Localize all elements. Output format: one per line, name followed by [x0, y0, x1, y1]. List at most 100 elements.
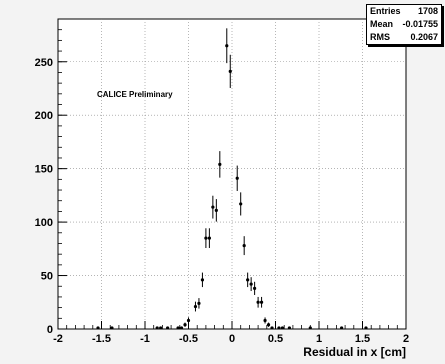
point-marker [242, 244, 246, 248]
grid [58, 19, 406, 329]
data-point [270, 326, 274, 330]
x-tick-label: 1.5 [355, 333, 370, 345]
data-point [287, 326, 292, 330]
data-point [225, 28, 229, 64]
x-tick-label: -1.5 [92, 333, 111, 345]
point-marker [159, 326, 163, 330]
point-marker [218, 162, 222, 166]
data-point [249, 277, 253, 292]
point-marker [211, 205, 215, 209]
point-marker [204, 236, 208, 240]
data-point [214, 199, 218, 222]
stats-row-mean: Mean -0.01755 [367, 18, 441, 31]
tick-labels: -2 -1.5 -1 -0.5 0 0.5 1 1.5 2 0 50 100 150 200 250 [35, 57, 409, 345]
point-marker [214, 208, 218, 212]
data-point [204, 228, 208, 248]
point-marker [183, 323, 187, 327]
stats-label: Entries [370, 6, 401, 16]
data-point [186, 317, 191, 324]
point-marker [256, 300, 260, 304]
point-marker [266, 323, 271, 327]
data-point [159, 326, 163, 330]
data-point [96, 326, 100, 330]
data-point [166, 326, 170, 330]
y-tick-label: 50 [41, 271, 53, 283]
point-marker [259, 300, 264, 304]
point-marker [364, 326, 368, 330]
point-marker [280, 326, 285, 330]
point-marker [186, 318, 191, 323]
data-point [246, 272, 250, 288]
x-tick-label: -1 [140, 333, 150, 345]
point-marker [225, 44, 229, 48]
data-point [218, 151, 222, 178]
point-marker [155, 326, 159, 330]
point-marker [246, 278, 250, 282]
point-marker [249, 282, 253, 286]
x-tick-label: -0.5 [179, 333, 198, 345]
stats-label: RMS [370, 32, 390, 42]
plot-area [57, 18, 407, 330]
data-point [197, 298, 201, 309]
point-marker [239, 202, 243, 206]
data-point [266, 322, 271, 327]
data-point [211, 195, 215, 219]
data-point [207, 228, 211, 248]
data-points [96, 28, 368, 330]
data-point [235, 165, 239, 191]
x-tick-label: -2 [53, 333, 63, 345]
x-tick-label: 0 [229, 333, 235, 345]
data-point [259, 296, 264, 308]
chart-annotation: CALICE Preliminary [97, 90, 173, 99]
point-marker [166, 326, 170, 330]
data-point [253, 281, 257, 295]
point-marker [228, 69, 232, 73]
point-marker [197, 301, 201, 305]
point-marker [207, 236, 211, 240]
x-axis-title: Residual in x [cm] [303, 345, 406, 359]
point-marker [235, 176, 239, 180]
point-marker [263, 318, 267, 323]
axis-ticks [57, 18, 407, 330]
point-marker [308, 326, 312, 330]
point-marker [96, 326, 100, 330]
data-point [308, 326, 312, 330]
x-tick-label: 0.5 [268, 333, 283, 345]
data-point [228, 54, 232, 88]
point-marker [110, 326, 114, 330]
stats-row-rms: RMS 0.2067 [367, 31, 441, 44]
x-tick-label: 1 [316, 333, 322, 345]
data-point [263, 317, 267, 324]
data-point [256, 296, 260, 308]
point-marker [253, 286, 257, 290]
point-marker [340, 326, 344, 330]
stats-row-entries: Entries 1708 [367, 5, 441, 18]
x-tick-label: 2 [403, 333, 409, 345]
data-point [183, 322, 187, 327]
stats-value: -0.01755 [402, 19, 438, 29]
stats-value: 1708 [417, 6, 438, 16]
data-point [176, 326, 180, 330]
y-tick-label: 0 [47, 324, 53, 336]
data-point [179, 326, 184, 330]
point-marker [270, 326, 274, 330]
point-marker [176, 326, 180, 330]
y-tick-label: 100 [35, 217, 53, 229]
stats-value: 0.2067 [410, 32, 438, 42]
stats-box: Entries 1708 Mean -0.01755 RMS 0.2067 [366, 4, 442, 45]
stats-label: Mean [370, 19, 394, 29]
y-tick-label: 250 [35, 57, 53, 69]
data-point [277, 326, 281, 330]
data-point [340, 326, 344, 330]
point-marker [179, 326, 184, 330]
point-marker [193, 304, 198, 309]
data-point [239, 192, 243, 216]
point-marker [287, 326, 292, 330]
y-tick-label: 150 [35, 164, 53, 176]
data-point [193, 301, 198, 312]
data-point [280, 326, 285, 330]
point-marker [200, 278, 205, 282]
data-point [110, 326, 114, 330]
